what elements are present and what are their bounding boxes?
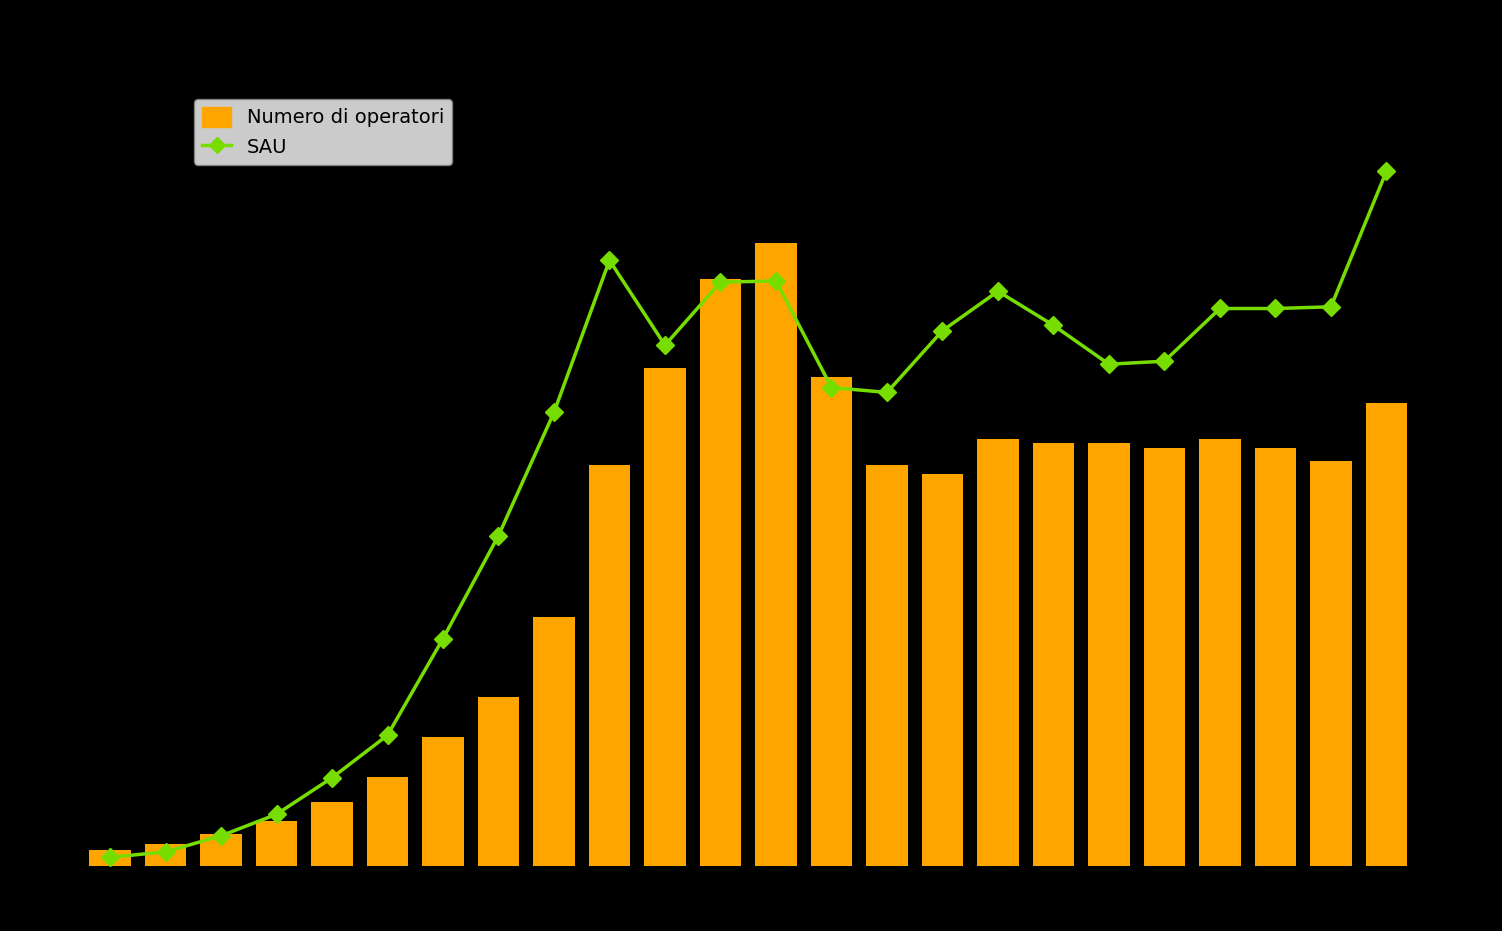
Bar: [478, 696, 520, 866]
Bar: [1310, 461, 1352, 866]
Bar: [867, 466, 907, 866]
Bar: [978, 439, 1018, 866]
Bar: [311, 802, 353, 866]
Bar: [422, 736, 464, 866]
Bar: [533, 616, 575, 866]
Bar: [1033, 443, 1074, 866]
Bar: [589, 466, 631, 866]
Bar: [1199, 439, 1241, 866]
Bar: [700, 278, 742, 866]
Bar: [756, 243, 796, 866]
Legend: Numero di operatori, SAU: Numero di operatori, SAU: [194, 99, 452, 165]
Bar: [144, 843, 186, 866]
Bar: [366, 776, 409, 866]
Bar: [200, 834, 242, 866]
Bar: [1143, 448, 1185, 866]
Bar: [1087, 443, 1130, 866]
Bar: [1365, 403, 1407, 866]
Bar: [644, 368, 686, 866]
Bar: [89, 850, 131, 866]
Bar: [811, 376, 852, 866]
Bar: [922, 475, 963, 866]
Bar: [255, 821, 297, 866]
Bar: [1254, 448, 1296, 866]
